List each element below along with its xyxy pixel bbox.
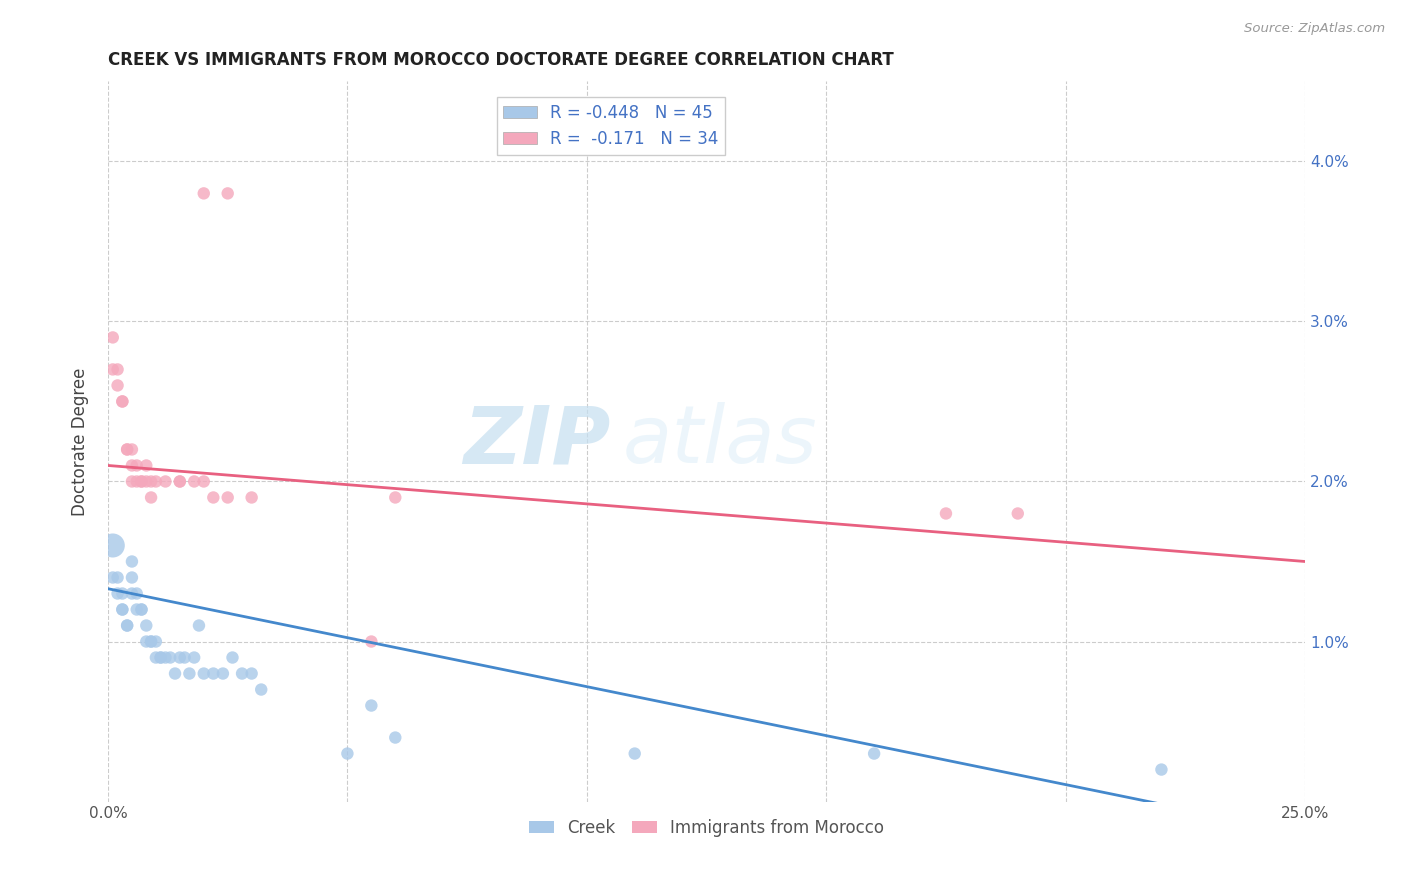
Point bbox=[139, 634, 162, 648]
Point bbox=[179, 666, 201, 681]
Point bbox=[149, 650, 172, 665]
Point bbox=[121, 554, 143, 568]
Text: CREEK VS IMMIGRANTS FROM MOROCCO DOCTORATE DEGREE CORRELATION CHART: CREEK VS IMMIGRANTS FROM MOROCCO DOCTORA… bbox=[108, 51, 894, 69]
Point bbox=[131, 475, 153, 489]
Point bbox=[1150, 763, 1173, 777]
Point bbox=[221, 650, 243, 665]
Point bbox=[115, 442, 138, 457]
Point bbox=[169, 475, 191, 489]
Point bbox=[360, 634, 382, 648]
Point bbox=[121, 442, 143, 457]
Point bbox=[240, 491, 263, 505]
Text: ZIP: ZIP bbox=[464, 402, 610, 481]
Point bbox=[115, 618, 138, 632]
Point bbox=[145, 650, 167, 665]
Point bbox=[135, 634, 157, 648]
Point bbox=[202, 666, 225, 681]
Point bbox=[139, 634, 162, 648]
Text: Source: ZipAtlas.com: Source: ZipAtlas.com bbox=[1244, 22, 1385, 36]
Point bbox=[107, 362, 129, 376]
Point bbox=[125, 475, 148, 489]
Point bbox=[217, 491, 239, 505]
Point bbox=[107, 586, 129, 600]
Point bbox=[336, 747, 359, 761]
Point bbox=[183, 650, 205, 665]
Text: atlas: atlas bbox=[623, 402, 817, 481]
Point bbox=[149, 650, 172, 665]
Point bbox=[107, 570, 129, 584]
Point bbox=[623, 747, 645, 761]
Point bbox=[135, 475, 157, 489]
Point bbox=[384, 731, 406, 745]
Point bbox=[159, 650, 181, 665]
Point bbox=[145, 475, 167, 489]
Y-axis label: Doctorate Degree: Doctorate Degree bbox=[72, 368, 89, 516]
Point bbox=[111, 586, 134, 600]
Point bbox=[121, 458, 143, 473]
Point bbox=[202, 491, 225, 505]
Point bbox=[188, 618, 211, 632]
Point bbox=[125, 586, 148, 600]
Point bbox=[125, 458, 148, 473]
Point bbox=[101, 362, 124, 376]
Legend: Creek, Immigrants from Morocco: Creek, Immigrants from Morocco bbox=[522, 813, 891, 844]
Point bbox=[115, 618, 138, 632]
Point bbox=[212, 666, 235, 681]
Point bbox=[131, 475, 153, 489]
Point bbox=[193, 475, 215, 489]
Point bbox=[183, 475, 205, 489]
Point bbox=[121, 570, 143, 584]
Point bbox=[135, 618, 157, 632]
Point bbox=[125, 602, 148, 616]
Point bbox=[163, 666, 186, 681]
Point bbox=[131, 602, 153, 616]
Point bbox=[121, 586, 143, 600]
Point bbox=[193, 666, 215, 681]
Point bbox=[240, 666, 263, 681]
Point bbox=[169, 475, 191, 489]
Point bbox=[169, 650, 191, 665]
Point bbox=[101, 539, 124, 553]
Point bbox=[101, 570, 124, 584]
Point bbox=[173, 650, 195, 665]
Point bbox=[1007, 507, 1029, 521]
Point bbox=[115, 442, 138, 457]
Point bbox=[360, 698, 382, 713]
Point bbox=[217, 186, 239, 201]
Point bbox=[384, 491, 406, 505]
Point bbox=[121, 475, 143, 489]
Point bbox=[111, 394, 134, 409]
Point bbox=[111, 602, 134, 616]
Point bbox=[139, 491, 162, 505]
Point bbox=[131, 602, 153, 616]
Point bbox=[101, 330, 124, 344]
Point bbox=[193, 186, 215, 201]
Point bbox=[231, 666, 253, 681]
Point bbox=[155, 650, 177, 665]
Point bbox=[155, 475, 177, 489]
Point bbox=[135, 458, 157, 473]
Point bbox=[250, 682, 273, 697]
Point bbox=[935, 507, 957, 521]
Point bbox=[107, 378, 129, 392]
Point bbox=[111, 394, 134, 409]
Point bbox=[139, 475, 162, 489]
Point bbox=[145, 634, 167, 648]
Point bbox=[863, 747, 886, 761]
Point bbox=[111, 602, 134, 616]
